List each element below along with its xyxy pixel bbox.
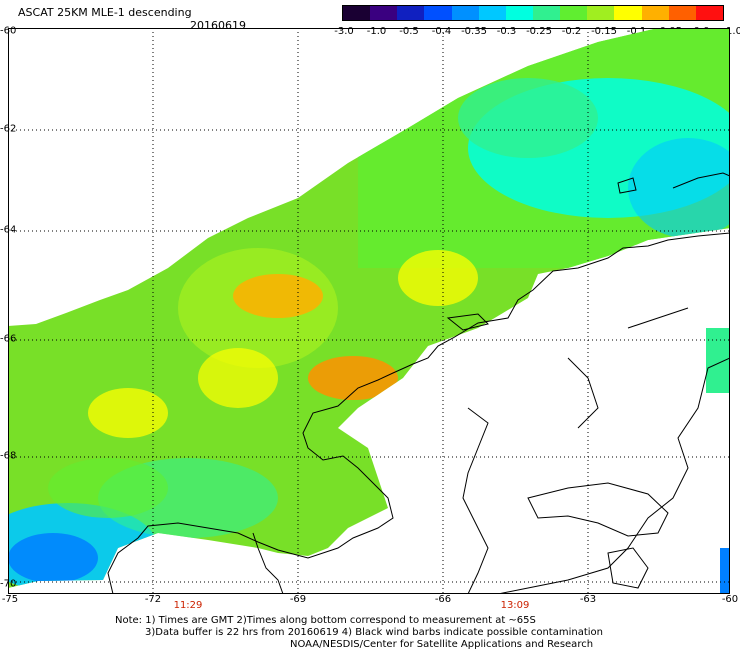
colorbar-swatch xyxy=(343,6,371,20)
colorbar-swatch xyxy=(370,6,398,20)
edge-swath-lower xyxy=(720,548,730,593)
coastline xyxy=(107,172,730,594)
colorbar-swatch xyxy=(505,6,533,20)
lon-label: -63 xyxy=(579,594,597,605)
note-line-3: NOAA/NESDIS/Center for Satellite Applica… xyxy=(290,639,594,650)
lat-label: -60 xyxy=(0,25,17,37)
edge-swath-upper xyxy=(706,328,730,393)
colorbar-label: -1.0 xyxy=(366,26,387,37)
map-svg xyxy=(8,28,730,594)
colorbar-label: -0.2 xyxy=(561,26,582,37)
colorbar-label: -0.35 xyxy=(461,26,487,37)
time-label: 11:29 xyxy=(173,600,203,611)
lon-label: -69 xyxy=(289,594,307,605)
colorbar-swatch xyxy=(397,6,425,20)
colorbar xyxy=(342,5,724,21)
note-line-1: Note: 1) Times are GMT 2)Times along bot… xyxy=(115,615,536,626)
swath xyxy=(8,28,730,588)
colorbar-label: -0.3 xyxy=(496,26,517,37)
colorbar-swatch xyxy=(560,6,588,20)
lat-label: -70 xyxy=(0,578,17,590)
lon-label: -72 xyxy=(144,594,162,605)
lat-label: -64 xyxy=(0,224,17,236)
colorbar-swatch xyxy=(695,6,723,20)
colorbar-swatch xyxy=(587,6,615,20)
note-line-2: 3)Data buffer is 22 hrs from 20160619 4)… xyxy=(145,627,603,638)
lat-label: -62 xyxy=(0,123,17,135)
colorbar-label: -0.4 xyxy=(431,26,452,37)
colorbar-swatch xyxy=(614,6,642,20)
lat-label: -68 xyxy=(0,450,17,462)
colorbar-label: 1.0 xyxy=(726,26,740,37)
lon-label: -75 xyxy=(1,594,19,605)
colorbar-swatch xyxy=(478,6,506,20)
colorbar-swatch xyxy=(668,6,696,20)
colorbar-swatch xyxy=(451,6,479,20)
lon-label: -66 xyxy=(434,594,452,605)
colorbar-label: -0.15 xyxy=(591,26,617,37)
colorbar-swatch xyxy=(641,6,669,20)
colorbar-label: -0.5 xyxy=(399,26,419,37)
product-title: ASCAT 25KM MLE-1 descending xyxy=(18,6,192,19)
lon-label: -60 xyxy=(721,594,739,605)
colorbar-swatch xyxy=(424,6,452,20)
colorbar-label: -0.1 xyxy=(626,26,647,37)
colorbar-label: -0.25 xyxy=(526,26,552,37)
map-frame xyxy=(8,28,730,594)
colorbar-label: -3.0 xyxy=(334,26,354,37)
colorbar-swatch xyxy=(532,6,561,20)
map-panel xyxy=(8,28,730,594)
lat-label: -66 xyxy=(0,333,17,345)
graticule xyxy=(8,28,730,594)
time-label: 13:09 xyxy=(500,600,530,611)
